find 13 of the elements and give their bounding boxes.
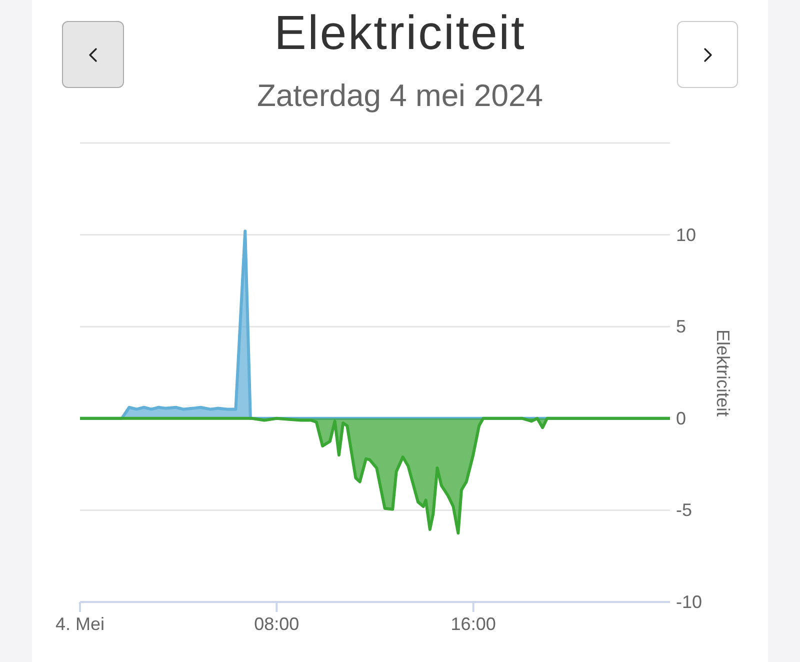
chart-title: Elektriciteit: [273, 6, 527, 62]
x-tick-label: 08:00: [254, 614, 300, 634]
x-tick-label: 16:00: [450, 614, 496, 634]
y-tick-label: -10: [676, 592, 702, 612]
x-tick-label: 4. Mei: [55, 614, 105, 634]
y-tick-label: 5: [676, 316, 686, 337]
y-tick-label: 10: [676, 224, 696, 245]
y-tick-label: 0: [676, 408, 686, 428]
previous-button[interactable]: [62, 21, 124, 88]
y-tick-label: -5: [676, 500, 692, 520]
chart-subtitle: Zaterdag 4 mei 2024: [256, 77, 544, 115]
next-button[interactable]: [677, 21, 738, 88]
y-axis-title: Elektriciteit: [712, 328, 734, 416]
